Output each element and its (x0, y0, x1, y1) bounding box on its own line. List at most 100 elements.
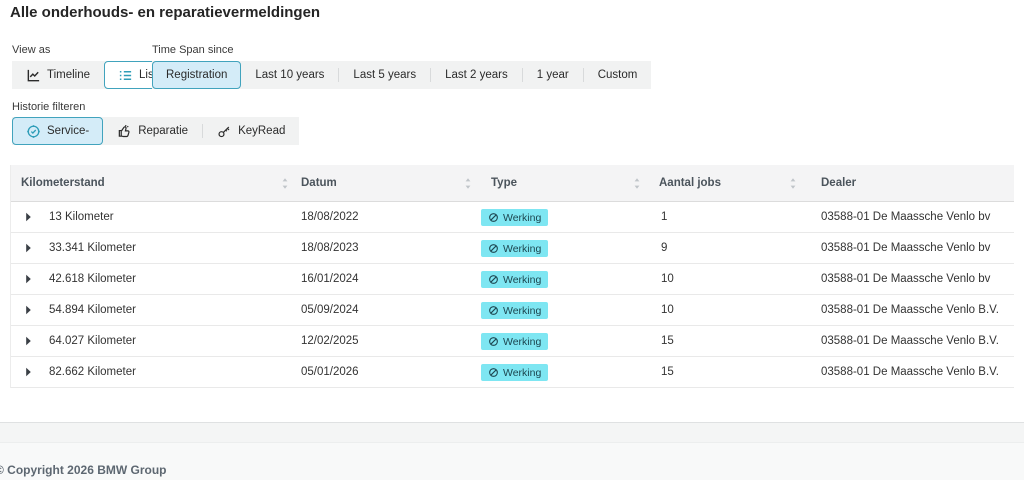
table-row[interactable]: 54.894 Kilometer 05/09/2024 Werking 10 0… (11, 295, 1014, 326)
chevron-right-icon[interactable] (25, 336, 32, 349)
sort-arrows-icon[interactable] (789, 177, 797, 193)
timespan-custom-button[interactable]: Custom (584, 61, 652, 89)
cell-jobs: 15 (661, 335, 674, 347)
table-header-row: Kilometerstand Datum Type Aantal jobs De… (11, 165, 1014, 202)
type-badge-label: Werking (503, 366, 542, 379)
column-header-datum[interactable]: Datum (301, 177, 337, 189)
cell-kilometers: 13 Kilometer (49, 211, 114, 223)
cell-kilometers: 64.027 Kilometer (49, 335, 136, 347)
circle-slash-icon (488, 243, 499, 254)
table-row[interactable]: 13 Kilometer 18/08/2022 Werking 1 03588-… (11, 202, 1014, 233)
filter-reparatie-label: Reparatie (138, 125, 189, 137)
chevron-right-icon[interactable] (25, 243, 32, 256)
page-title: Alle onderhouds- en reparatievermeldinge… (10, 4, 321, 21)
view-timeline-label: Timeline (47, 69, 91, 81)
type-badge: Werking (481, 209, 549, 226)
timespan-last-10-years-label: Last 10 years (255, 69, 325, 81)
divider (521, 68, 523, 82)
view-timeline-button[interactable]: Timeline (12, 61, 104, 89)
chevron-right-icon[interactable] (25, 212, 32, 225)
sort-arrows-icon[interactable] (633, 177, 641, 193)
circle-slash-icon (488, 305, 499, 316)
cell-jobs: 15 (661, 366, 674, 378)
filter-reparatie-button[interactable]: Reparatie (103, 117, 202, 145)
cell-date: 05/09/2024 (301, 304, 359, 316)
cell-date: 18/08/2023 (301, 242, 359, 254)
filter-service-label: Service- (47, 125, 90, 137)
table-row[interactable]: 42.618 Kilometer 16/01/2024 Werking 10 0… (11, 264, 1014, 295)
table-row[interactable]: 33.341 Kilometer 18/08/2023 Werking 9 03… (11, 233, 1014, 264)
column-header-type[interactable]: Type (491, 177, 517, 189)
timespan-custom-label: Custom (597, 69, 638, 81)
chevron-right-icon[interactable] (25, 274, 32, 287)
copyright-text: © Copyright 2026 BMW Group (0, 463, 167, 477)
timespan-last-5-years-button[interactable]: Last 5 years (339, 61, 430, 89)
time-span-toggle-group: Registration Last 10 years Last 5 years … (152, 61, 652, 89)
table-row[interactable]: 64.027 Kilometer 12/02/2025 Werking 15 0… (11, 326, 1014, 357)
timespan-last-10-years-button[interactable]: Last 10 years (241, 61, 338, 89)
list-icon (118, 68, 133, 83)
cell-jobs: 9 (661, 242, 668, 254)
view-as-toggle-group: Timeline List (12, 61, 171, 89)
circle-slash-icon (488, 212, 499, 223)
cell-date: 12/02/2025 (301, 335, 359, 347)
sort-arrows-icon[interactable] (281, 177, 289, 193)
cell-dealer: 03588-01 De Maassche Venlo bv (821, 242, 991, 254)
divider (338, 68, 340, 82)
view-as-label: View as (12, 44, 51, 56)
service-seal-icon (26, 124, 41, 139)
type-badge: Werking (481, 302, 549, 319)
thumbs-up-icon (117, 124, 132, 139)
table-row[interactable]: 82.662 Kilometer 05/01/2026 Werking 15 0… (11, 357, 1014, 388)
type-badge-label: Werking (503, 273, 542, 286)
divider (202, 124, 204, 138)
cell-dealer: 03588-01 De Maassche Venlo B.V. (821, 304, 999, 316)
chevron-right-icon[interactable] (25, 305, 32, 318)
cell-kilometers: 33.341 Kilometer (49, 242, 136, 254)
type-badge-label: Werking (503, 304, 542, 317)
timespan-last-2-years-label: Last 2 years (445, 69, 508, 81)
circle-slash-icon (488, 336, 499, 347)
sort-arrows-icon[interactable] (464, 177, 472, 193)
column-header-aantal-jobs[interactable]: Aantal jobs (659, 177, 721, 189)
cell-date: 05/01/2026 (301, 366, 359, 378)
timespan-1-year-button[interactable]: 1 year (523, 61, 583, 89)
timespan-last-5-years-label: Last 5 years (353, 69, 417, 81)
cell-dealer: 03588-01 De Maassche Venlo bv (821, 273, 991, 285)
history-filter-label: Historie filteren (12, 101, 86, 113)
type-badge: Werking (481, 271, 549, 288)
cell-kilometers: 54.894 Kilometer (49, 304, 136, 316)
timespan-last-2-years-button[interactable]: Last 2 years (431, 61, 522, 89)
cell-kilometers: 42.618 Kilometer (49, 273, 136, 285)
type-badge: Werking (481, 240, 549, 257)
type-badge-label: Werking (503, 335, 542, 348)
cell-jobs: 1 (661, 211, 668, 223)
key-icon (217, 124, 232, 139)
type-badge: Werking (481, 333, 549, 350)
history-filter-toggle-group: Service- Reparatie KeyRead (12, 117, 300, 145)
cell-dealer: 03588-01 De Maassche Venlo B.V. (821, 366, 999, 378)
cell-date: 16/01/2024 (301, 273, 359, 285)
timespan-registration-button[interactable]: Registration (152, 61, 242, 89)
line-chart-icon (26, 68, 41, 83)
footer: © Copyright 2026 BMW Group (0, 442, 1024, 480)
type-badge: Werking (481, 364, 549, 381)
cell-dealer: 03588-01 De Maassche Venlo B.V. (821, 335, 999, 347)
filter-service-button[interactable]: Service- (12, 117, 104, 145)
cell-date: 18/08/2022 (301, 211, 359, 223)
column-header-dealer[interactable]: Dealer (821, 177, 857, 189)
divider (582, 68, 584, 82)
timespan-1-year-label: 1 year (536, 69, 569, 81)
cell-kilometers: 82.662 Kilometer (49, 366, 136, 378)
cell-jobs: 10 (661, 304, 674, 316)
timespan-registration-label: Registration (166, 69, 228, 81)
divider (430, 68, 432, 82)
time-span-label: Time Span since (152, 44, 234, 56)
filter-keyread-button[interactable]: KeyRead (203, 117, 299, 145)
cell-dealer: 03588-01 De Maassche Venlo bv (821, 211, 991, 223)
circle-slash-icon (488, 274, 499, 285)
column-header-kilometerstand[interactable]: Kilometerstand (21, 177, 105, 189)
service-history-table: Kilometerstand Datum Type Aantal jobs De… (10, 165, 1014, 388)
circle-slash-icon (488, 367, 499, 378)
chevron-right-icon[interactable] (25, 367, 32, 380)
